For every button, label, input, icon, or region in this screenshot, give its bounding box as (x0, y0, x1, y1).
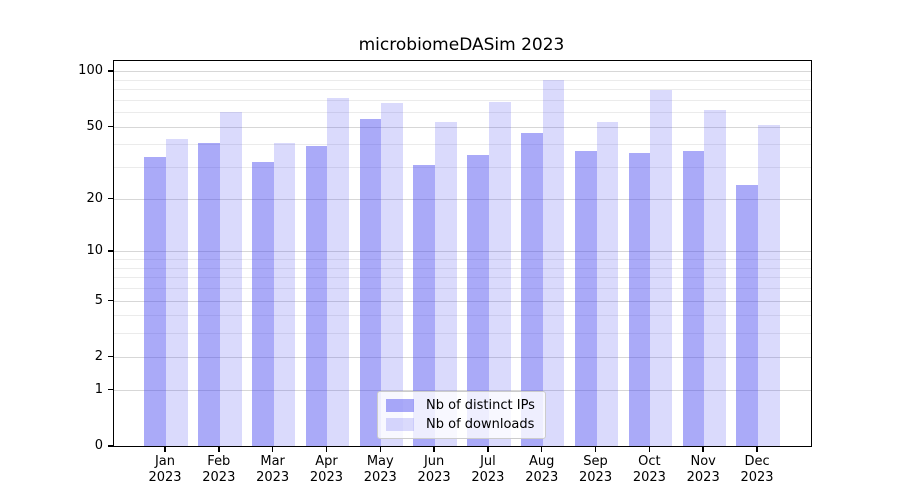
bar-downloads-oct (650, 90, 673, 446)
x-tick-oct (648, 446, 651, 452)
bar-downloads-apr (327, 97, 350, 446)
gridline-minor-8 (114, 267, 811, 269)
x-tick-dec (756, 446, 758, 452)
bar-distinct-ips-aug (521, 133, 543, 446)
y-tick-label-5: 5 (94, 292, 103, 308)
gridline-major-50 (114, 126, 811, 128)
bar-distinct-ips-jun (413, 164, 436, 446)
x-tick-sep (594, 446, 597, 452)
gridline-minor-40 (114, 144, 811, 146)
x-tick-label-jun: Jun 2023 (417, 454, 451, 486)
x-tick-label-mar: Mar 2023 (256, 454, 290, 486)
bar-distinct-ips-apr (305, 146, 328, 446)
bar-downloads-jun (435, 122, 457, 446)
legend-item-downloads: Nb of downloads (386, 417, 535, 432)
gridline-minor-6 (114, 287, 811, 289)
gridline-minor-9 (114, 259, 811, 261)
legend-item-distinct-ips: Nb of distinct IPs (386, 398, 535, 413)
legend-label-distinct-ips: Nb of distinct IPs (426, 398, 535, 413)
y-tick-label-1: 1 (94, 381, 103, 397)
bar-distinct-ips-jul (467, 155, 489, 446)
gridline-minor-4 (114, 315, 811, 317)
bar-downloads-sep (596, 122, 619, 446)
y-tick-2 (108, 355, 113, 358)
y-tick-label-2: 2 (94, 348, 103, 364)
x-tick-label-jan: Jan 2023 (148, 454, 182, 486)
bar-downloads-jan (166, 138, 188, 446)
x-tick-label-feb: Feb 2023 (202, 454, 236, 486)
gridline-minor-70 (114, 99, 811, 101)
x-tick-label-aug: Aug 2023 (525, 454, 559, 486)
y-tick-100 (108, 70, 113, 72)
gridline-major-100 (114, 71, 811, 73)
legend-swatch-distinct-ips-icon (386, 399, 414, 412)
y-tick-50 (108, 125, 113, 128)
bar-distinct-ips-mar (251, 162, 274, 446)
x-tick-label-oct: Oct 2023 (632, 454, 666, 486)
x-tick-jul (487, 446, 489, 452)
x-tick-label-apr: Apr 2023 (309, 454, 343, 486)
gridline-minor-80 (114, 89, 811, 91)
bar-distinct-ips-sep (574, 150, 597, 446)
gridline-major-5 (114, 300, 811, 302)
x-tick-may (379, 446, 382, 452)
gridline-major-2 (114, 356, 811, 358)
bar-distinct-ips-oct (628, 152, 651, 446)
y-tick-label-0: 0 (94, 438, 103, 453)
y-tick-label-20: 20 (86, 190, 103, 206)
x-tick-apr (325, 446, 328, 452)
x-tick-mar (271, 446, 274, 452)
legend-label-downloads: Nb of downloads (426, 417, 535, 432)
y-tick-label-100: 100 (78, 63, 103, 79)
bar-downloads-feb (219, 112, 242, 446)
gridline-minor-90 (114, 79, 811, 81)
bar-distinct-ips-jan (144, 157, 166, 446)
y-tick-0 (108, 445, 113, 447)
bar-downloads-may (381, 103, 403, 446)
bar-distinct-ips-dec (736, 184, 758, 446)
gridline-minor-60 (114, 112, 811, 114)
y-tick-label-50: 50 (86, 118, 103, 134)
y-tick-10 (108, 250, 113, 252)
bar-downloads-mar (273, 142, 296, 446)
x-tick-jun (433, 446, 435, 452)
bar-distinct-ips-nov (682, 150, 705, 446)
bar-downloads-dec (758, 125, 780, 446)
bar-downloads-aug (542, 79, 565, 446)
gridline-major-10 (114, 251, 811, 253)
x-tick-aug (540, 446, 543, 452)
x-tick-label-nov: Nov 2023 (686, 454, 720, 486)
plot-area: Nb of distinct IPs Nb of downloads (113, 60, 812, 447)
legend-swatch-downloads-icon (386, 418, 414, 431)
y-tick-1 (108, 388, 113, 391)
y-tick-5 (108, 299, 113, 301)
chart-title: microbiomeDASim 2023 (358, 35, 565, 55)
gridline-minor-3 (114, 333, 811, 335)
x-tick-label-may: May 2023 (363, 454, 397, 486)
bar-downloads-jul (488, 102, 511, 446)
gridline-minor-30 (114, 167, 811, 169)
bar-distinct-ips-feb (198, 142, 220, 446)
x-tick-feb (218, 446, 220, 452)
x-tick-label-sep: Sep 2023 (579, 454, 613, 486)
gridline-major-20 (114, 198, 811, 200)
y-tick-label-10: 10 (86, 243, 103, 259)
legend: Nb of distinct IPs Nb of downloads (377, 391, 546, 439)
x-tick-label-jul: Jul 2023 (471, 454, 505, 486)
x-tick-nov (702, 446, 704, 452)
x-tick-jan (164, 446, 166, 452)
bar-downloads-nov (704, 109, 726, 446)
bar-distinct-ips-may (359, 119, 382, 446)
gridline-major-1 (114, 389, 811, 391)
x-tick-label-dec: Dec 2023 (740, 454, 774, 486)
gridline-minor-7 (114, 277, 811, 279)
y-tick-20 (108, 197, 113, 200)
